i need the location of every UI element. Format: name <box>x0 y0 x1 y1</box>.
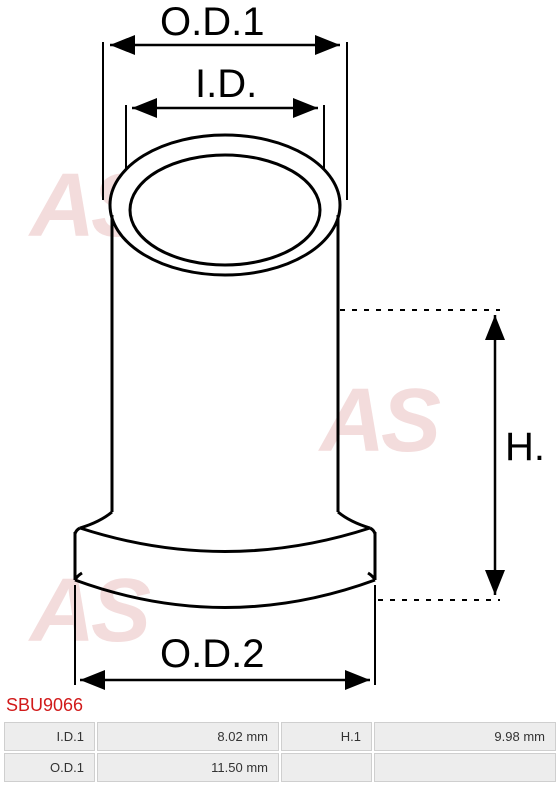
table-row: I.D.1 8.02 mm H.1 9.98 mm <box>4 722 556 751</box>
part-number: SBU9066 <box>6 695 83 716</box>
label-od2: O.D.2 <box>160 632 264 677</box>
technical-drawing-svg <box>0 0 560 720</box>
spec-od1-value: 11.50 mm <box>97 753 279 782</box>
spec-h1-value: 9.98 mm <box>374 722 556 751</box>
spec-table: I.D.1 8.02 mm H.1 9.98 mm O.D.1 11.50 mm <box>2 720 558 784</box>
label-id: I.D. <box>195 62 257 107</box>
diagram-area: AS AS AS <box>0 0 560 720</box>
spec-id1-value: 8.02 mm <box>97 722 279 751</box>
table-row: O.D.1 11.50 mm <box>4 753 556 782</box>
spec-h1-label: H.1 <box>281 722 372 751</box>
spec-id1-label: I.D.1 <box>4 722 95 751</box>
spec-od1-label: O.D.1 <box>4 753 95 782</box>
spec-empty <box>281 753 372 782</box>
label-od1: O.D.1 <box>160 0 264 45</box>
label-h: H. <box>505 425 545 470</box>
spec-empty <box>374 753 556 782</box>
